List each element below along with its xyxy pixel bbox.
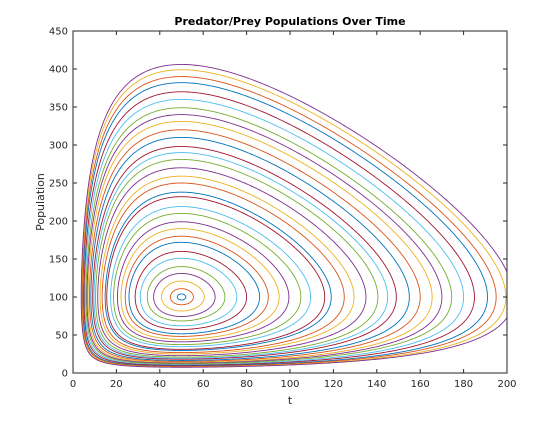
orbit-line — [128, 241, 261, 335]
orbit-line — [87, 120, 433, 363]
x-tick-label: 120 — [324, 379, 343, 390]
orbits-group — [80, 63, 507, 368]
orbit-line — [134, 250, 248, 330]
y-tick-label: 0 — [62, 369, 68, 380]
x-tick-label: 140 — [367, 379, 386, 390]
orbit-line — [89, 129, 421, 362]
y-tick-label: 200 — [49, 217, 68, 228]
orbit-line — [110, 206, 312, 348]
chart-title: Predator/Prey Populations Over Time — [174, 15, 405, 28]
y-tick-label: 300 — [49, 141, 68, 152]
orbit-line — [85, 107, 453, 365]
orbit-line — [113, 212, 302, 346]
orbit-line — [106, 196, 326, 350]
orbit-line — [120, 228, 280, 340]
orbit-line — [124, 235, 269, 337]
orbit-line — [80, 63, 507, 368]
x-tick-label: 100 — [280, 379, 299, 390]
orbit-line — [86, 114, 443, 364]
x-tick-label: 180 — [454, 379, 473, 390]
y-tick-label: 350 — [49, 103, 68, 114]
orbit-line — [139, 257, 238, 327]
orbit-line — [169, 288, 194, 306]
y-tick-label: 100 — [49, 293, 68, 304]
orbit-line — [176, 293, 187, 301]
x-tick-label: 80 — [240, 379, 253, 390]
x-tick-label: 40 — [153, 379, 166, 390]
orbit-line — [104, 191, 332, 351]
y-axis-label: Population — [34, 173, 47, 231]
x-axis-label: t — [288, 394, 293, 407]
x-tick-label: 200 — [497, 379, 516, 390]
y-tick-label: 150 — [49, 255, 68, 266]
y-tick-label: 50 — [55, 331, 68, 342]
orbit-line — [95, 158, 379, 358]
orbit-line — [90, 136, 410, 361]
y-tick-label: 400 — [49, 65, 68, 76]
orbit-line — [153, 272, 216, 317]
orbit-line — [83, 91, 475, 366]
orbit-line — [84, 98, 465, 366]
y-tick-label: 250 — [49, 179, 68, 190]
orbit-line — [161, 280, 205, 312]
x-tick-label: 160 — [411, 379, 430, 390]
orbit-line — [99, 175, 355, 355]
orbit-line — [146, 266, 226, 322]
orbit-line — [101, 182, 345, 354]
x-ticks-group: 0 20 40 60 80 100 120 140 160 180 200 — [70, 31, 517, 390]
x-tick-label: 20 — [110, 379, 123, 390]
x-tick-label: 0 — [70, 379, 76, 390]
orbit-line — [117, 221, 290, 343]
y-ticks-group: 0 50 100 150 200 250 300 350 400 450 — [49, 27, 507, 380]
orbit-line — [92, 146, 397, 360]
orbit-line — [93, 152, 389, 359]
y-tick-label: 450 — [49, 27, 68, 38]
orbit-line — [97, 167, 367, 357]
x-tick-label: 60 — [197, 379, 210, 390]
orbit-line — [81, 76, 497, 367]
